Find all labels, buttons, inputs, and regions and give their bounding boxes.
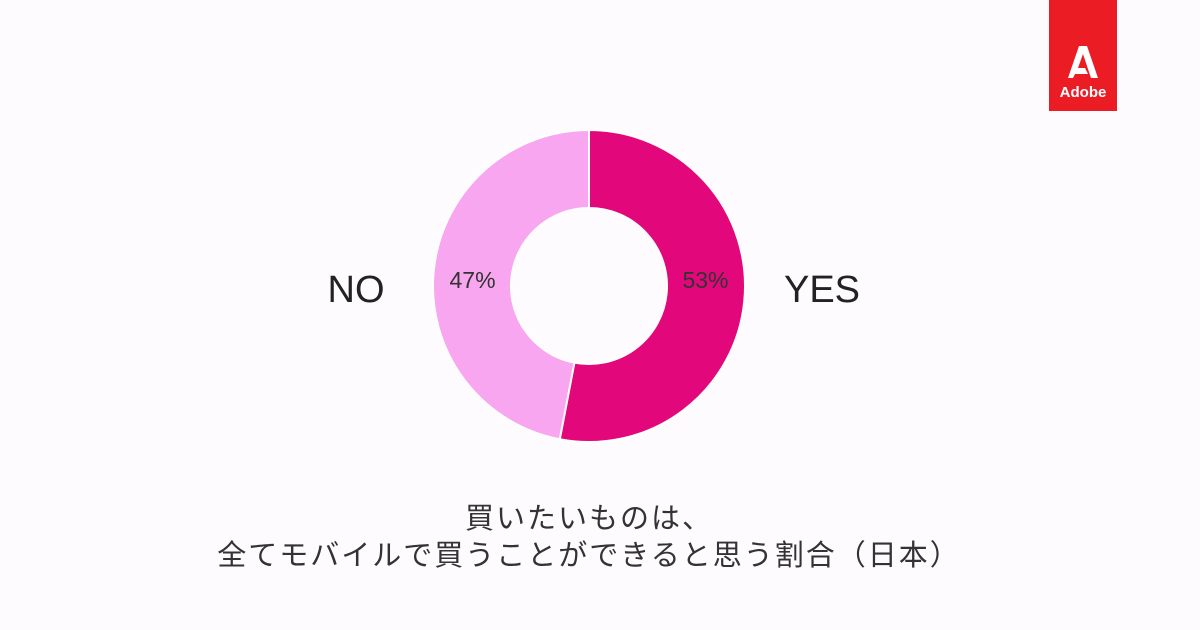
donut-segment — [558, 128, 746, 443]
logo-text: Adobe — [1060, 84, 1107, 101]
category-label: NO — [328, 269, 385, 311]
chart-title: 全てモバイルで買うことができると思う割合（日本） — [217, 538, 960, 572]
logo-box — [1049, 0, 1117, 111]
value-label: 53% — [682, 267, 728, 293]
donut-segment — [432, 128, 590, 441]
value-label: 47% — [449, 267, 495, 293]
chart-title: 買いたいものは、 — [465, 501, 713, 535]
category-label: YES — [784, 269, 860, 311]
logo-mark — [1068, 46, 1098, 78]
